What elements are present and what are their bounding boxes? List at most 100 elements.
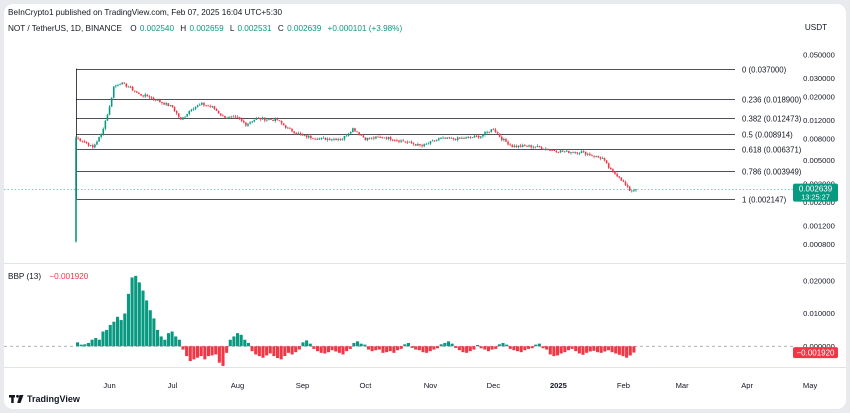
candle-body bbox=[146, 94, 149, 97]
bbp-bar bbox=[239, 334, 243, 347]
candle-body bbox=[389, 136, 392, 140]
bbp-bar bbox=[392, 346, 396, 353]
time-tick-label: 2025 bbox=[550, 381, 568, 390]
candle-body bbox=[356, 131, 358, 133]
candle-body bbox=[119, 84, 121, 86]
bbp-bar bbox=[86, 342, 90, 347]
candle-body bbox=[352, 128, 354, 133]
candle-body bbox=[482, 134, 484, 137]
candle-body bbox=[196, 105, 199, 108]
bbp-bar bbox=[352, 342, 356, 347]
chart-window: BeInCrypto1 published on TradingView.com… bbox=[4, 4, 846, 409]
candle-body bbox=[201, 103, 203, 105]
bbp-bar bbox=[170, 331, 174, 347]
candle-body bbox=[326, 138, 329, 140]
bbp-bar bbox=[192, 346, 196, 360]
candle-body bbox=[96, 141, 98, 145]
bbp-bar bbox=[454, 346, 458, 348]
price-axis[interactable]: 0.050000 0.030000 0.020000 0.012000 0.008000… bbox=[803, 50, 835, 249]
candle-body bbox=[305, 135, 308, 138]
bbp-bar bbox=[123, 313, 127, 347]
candle-body bbox=[364, 137, 367, 141]
candle-body bbox=[570, 152, 572, 154]
candle-body bbox=[180, 117, 182, 120]
bbp-bar bbox=[610, 346, 614, 353]
candle-body bbox=[530, 145, 532, 148]
candle-body bbox=[278, 120, 281, 122]
candle-body bbox=[140, 94, 142, 96]
candle-body bbox=[595, 155, 597, 157]
bbp-bar bbox=[577, 346, 581, 354]
bbp-bar bbox=[581, 346, 585, 355]
candle-body bbox=[557, 152, 560, 153]
candle-body bbox=[156, 99, 159, 101]
candle-body bbox=[324, 137, 327, 140]
bbp-bar bbox=[396, 346, 400, 351]
time-tick-label: May bbox=[803, 381, 818, 390]
trading-chart[interactable]: BeInCrypto1 published on TradingView.com… bbox=[4, 4, 846, 409]
indicator-tick-label: 0.000000 bbox=[803, 342, 835, 351]
bbp-bar bbox=[250, 346, 254, 352]
candle-body bbox=[563, 151, 566, 153]
time-tick-label: Sep bbox=[296, 381, 310, 390]
candle-body bbox=[259, 117, 262, 120]
bbp-bar bbox=[112, 321, 116, 347]
bbp-bar bbox=[468, 346, 472, 352]
candle-body bbox=[540, 147, 543, 150]
bbp-bar bbox=[145, 300, 149, 347]
tradingview-logo[interactable]: TradingView bbox=[9, 394, 81, 404]
bbp-bar bbox=[479, 346, 483, 349]
candle-body bbox=[219, 113, 222, 116]
candle-body bbox=[343, 135, 346, 140]
bbp-bar bbox=[159, 336, 163, 347]
candle-body bbox=[597, 155, 600, 158]
bbp-bar bbox=[137, 282, 141, 347]
bbp-bar bbox=[330, 346, 334, 351]
candle-body bbox=[452, 137, 455, 139]
candle-body bbox=[396, 140, 398, 142]
candle-body bbox=[360, 134, 363, 136]
candle-body bbox=[500, 136, 503, 141]
candle-body bbox=[205, 105, 207, 107]
candle-body bbox=[561, 150, 564, 152]
candle-body bbox=[618, 176, 621, 178]
candle-body bbox=[280, 120, 283, 124]
tradingview-logo-icon bbox=[9, 394, 24, 403]
bbp-bar bbox=[174, 336, 178, 347]
candle-body bbox=[299, 133, 302, 135]
bbp-bar bbox=[254, 346, 258, 355]
candle-body bbox=[515, 145, 518, 147]
bbp-bar bbox=[257, 346, 261, 357]
bbp-bar bbox=[359, 343, 363, 347]
candle-body bbox=[362, 135, 365, 138]
candle-body bbox=[295, 133, 298, 134]
candle-body bbox=[521, 145, 524, 147]
bbp-bar bbox=[90, 339, 94, 347]
candle-body bbox=[622, 180, 625, 182]
candle-body bbox=[224, 115, 226, 118]
indicator-tick-label: 0.010000 bbox=[803, 309, 835, 318]
candle-body bbox=[406, 142, 409, 143]
indicator-last-value: −0.001920 bbox=[796, 348, 835, 357]
time-axis[interactable]: Jun Jul Aug Sep Oct Nov Dec 2025 Feb Mar Apr May bbox=[103, 381, 817, 390]
bbp-bar bbox=[134, 275, 138, 347]
candle-body bbox=[620, 177, 623, 181]
candle-body bbox=[435, 139, 438, 141]
bbp-bar bbox=[548, 346, 552, 355]
bbp-bar bbox=[457, 346, 461, 351]
candle-body bbox=[154, 99, 157, 101]
bbp-bar bbox=[410, 346, 414, 348]
bbp-bar bbox=[319, 346, 323, 353]
bbp-bar bbox=[443, 342, 447, 347]
fibonacci-retracement[interactable]: 0 (0.037000) 0.236 (0.018900) 0.382 (0.012… bbox=[76, 65, 802, 204]
candle-body bbox=[222, 115, 224, 117]
candle-body bbox=[339, 139, 342, 140]
candle-body bbox=[148, 96, 151, 98]
candle-body bbox=[414, 144, 417, 146]
candle-body bbox=[574, 152, 576, 154]
candle-body bbox=[104, 120, 107, 129]
candle-body bbox=[175, 111, 178, 114]
symbol-name: NOT / TetherUS, 1D, BINANCE bbox=[8, 24, 122, 33]
price-tick-label: 0.005000 bbox=[803, 156, 835, 165]
candle-body bbox=[383, 137, 386, 139]
